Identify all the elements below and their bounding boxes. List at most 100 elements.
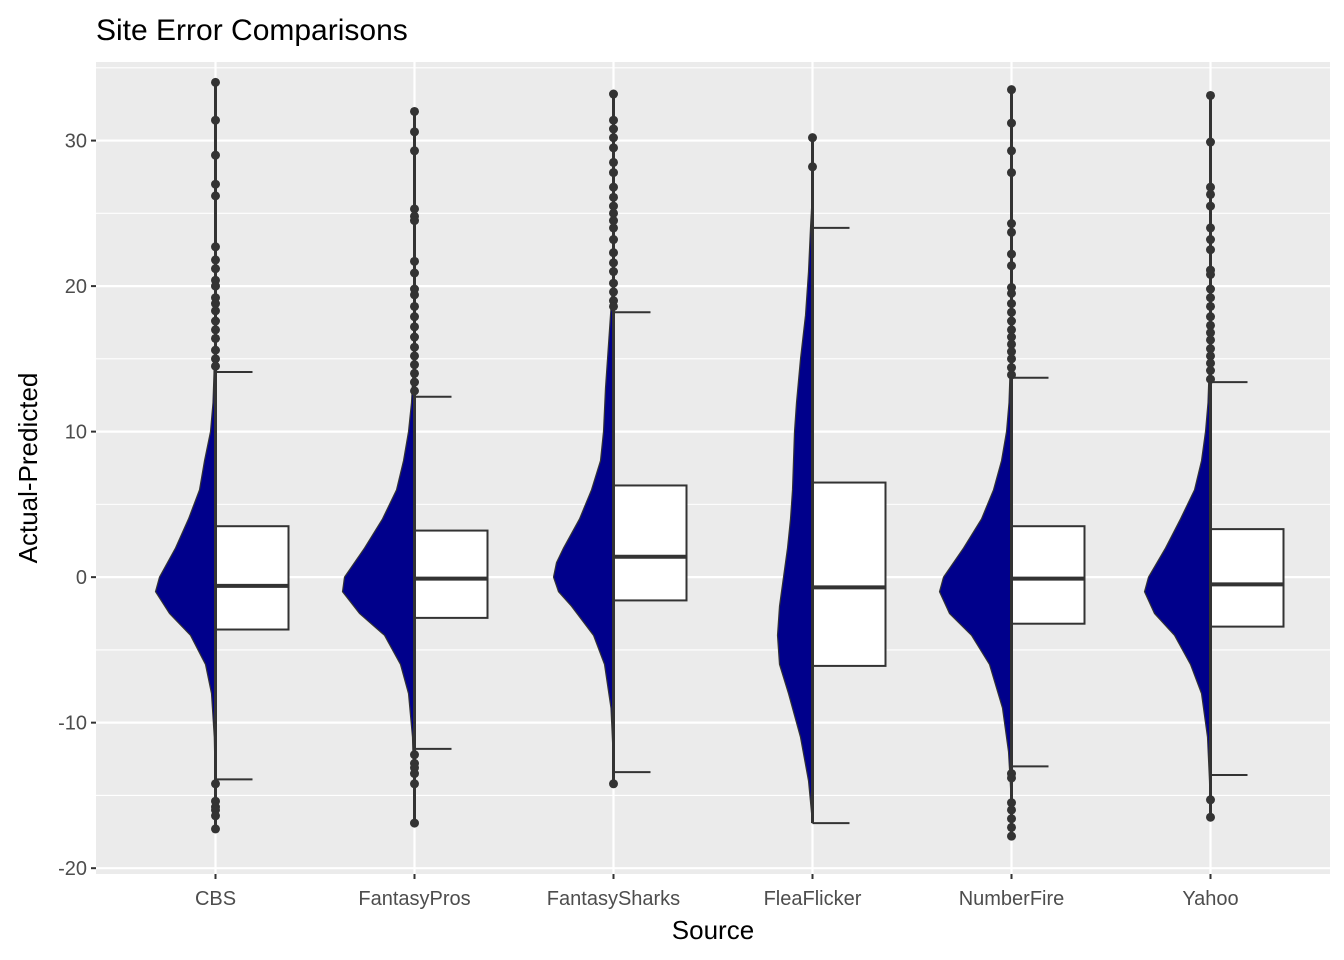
outlier-point xyxy=(211,179,220,189)
outlier-point xyxy=(1206,358,1215,368)
outlier-point xyxy=(1206,245,1215,255)
outlier-point xyxy=(410,750,419,760)
outlier-point xyxy=(211,361,220,371)
outlier-point xyxy=(609,301,618,311)
outlier-point xyxy=(410,268,419,278)
outlier-point xyxy=(1206,235,1215,245)
chart-marks xyxy=(154,77,1285,841)
outlier-point xyxy=(410,332,419,342)
outlier-point xyxy=(410,146,419,156)
outlier-point xyxy=(1206,189,1215,199)
outlier-point xyxy=(808,162,817,172)
outlier-point xyxy=(211,354,220,364)
outlier-point xyxy=(410,216,419,226)
outlier-point xyxy=(211,306,220,316)
outlier-point xyxy=(410,322,419,332)
outlier-point xyxy=(410,769,419,779)
outlier-point xyxy=(1007,316,1016,326)
outlier-point xyxy=(1206,312,1215,322)
outlier-point xyxy=(609,201,618,211)
outlier-point xyxy=(1206,320,1215,330)
outlier-point xyxy=(609,182,618,192)
outlier-point xyxy=(1206,374,1215,384)
outlier-point xyxy=(1007,325,1016,335)
outlier-point xyxy=(211,299,220,309)
outlier-point xyxy=(1206,223,1215,233)
y-tick-label: 10 xyxy=(65,422,87,444)
outlier-point xyxy=(609,248,618,258)
outlier-point xyxy=(1007,347,1016,357)
outlier-point xyxy=(1007,332,1016,342)
outlier-point xyxy=(1206,812,1215,822)
outlier-point xyxy=(1007,168,1016,178)
outlier-point xyxy=(1206,201,1215,211)
outlier-point xyxy=(211,191,220,201)
outlier-point xyxy=(1007,831,1016,841)
y-axis: -20 -10 0 10 20 30 xyxy=(58,131,96,880)
outlier-point xyxy=(410,106,419,116)
outlier-point xyxy=(609,779,618,789)
x-tick-label: FleaFlicker xyxy=(764,888,862,910)
outlier-point xyxy=(609,208,618,218)
y-tick-label: 30 xyxy=(65,131,87,153)
box-FleaFlicker xyxy=(811,481,887,667)
outlier-point xyxy=(1007,85,1016,95)
outlier-point xyxy=(1206,269,1215,279)
outlier-point xyxy=(410,312,419,322)
outlier-point xyxy=(1007,339,1016,349)
outlier-point xyxy=(211,779,220,789)
outlier-point xyxy=(609,235,618,245)
x-axis: CBS FantasyPros FantasySharks FleaFlicker Nu… xyxy=(195,874,1239,910)
box-Yahoo xyxy=(1209,528,1285,628)
outlier-point xyxy=(1007,219,1016,229)
outlier-point xyxy=(609,216,618,226)
chart-title: Site Error Comparisons xyxy=(96,14,408,47)
outlier-point xyxy=(1007,118,1016,128)
outlier-point xyxy=(410,360,419,370)
box-CBS xyxy=(214,525,290,631)
outlier-point xyxy=(1007,354,1016,364)
outlier-point xyxy=(609,168,618,178)
x-tick-label: NumberFire xyxy=(959,888,1065,910)
outlier-point xyxy=(211,242,220,252)
y-tick-label: -10 xyxy=(58,713,87,735)
x-axis-title: Source xyxy=(672,915,754,945)
outlier-point xyxy=(1206,328,1215,338)
outlier-point xyxy=(1007,370,1016,380)
outlier-point xyxy=(410,386,419,396)
outlier-point xyxy=(211,325,220,335)
outlier-point xyxy=(211,264,220,274)
outlier-point xyxy=(1206,351,1215,361)
outlier-point xyxy=(410,127,419,137)
outlier-point xyxy=(211,316,220,326)
outlier-point xyxy=(211,824,220,834)
outlier-point xyxy=(410,290,419,300)
outlier-point xyxy=(1206,284,1215,294)
outlier-point xyxy=(1007,822,1016,832)
outlier-point xyxy=(609,124,618,134)
outlier-point xyxy=(1206,301,1215,311)
x-tick-label: Yahoo xyxy=(1182,888,1238,910)
outlier-point xyxy=(609,143,618,153)
y-tick-label: 0 xyxy=(76,567,87,589)
outlier-point xyxy=(211,255,220,265)
outlier-point xyxy=(211,333,220,343)
y-tick-label: -20 xyxy=(58,858,87,880)
outlier-point xyxy=(211,115,220,125)
outlier-point xyxy=(1007,798,1016,808)
grid-minor xyxy=(96,67,1330,796)
box-NumberFire xyxy=(1010,525,1086,625)
outlier-point xyxy=(410,301,419,311)
outlier-point xyxy=(211,811,220,821)
x-tick-label: CBS xyxy=(195,888,236,910)
outlier-point xyxy=(1007,288,1016,298)
outlier-point xyxy=(211,345,220,355)
outlier-point xyxy=(1007,307,1016,317)
outlier-point xyxy=(1206,795,1215,805)
outlier-point xyxy=(1206,344,1215,354)
outlier-point xyxy=(410,779,419,789)
outlier-point xyxy=(609,287,618,297)
outlier-point xyxy=(1007,261,1016,271)
outlier-point xyxy=(211,150,220,160)
